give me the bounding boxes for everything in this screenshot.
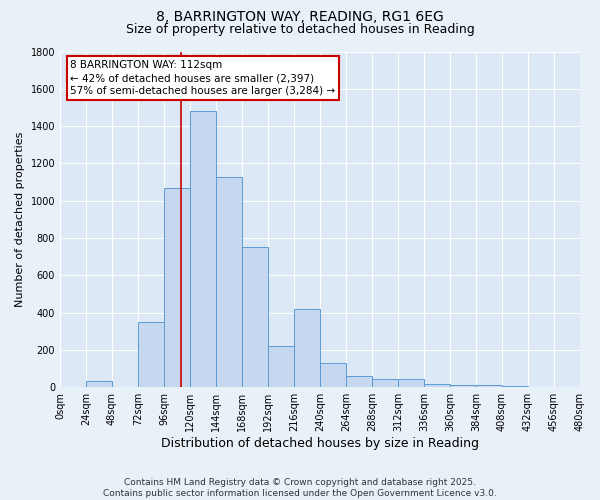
Y-axis label: Number of detached properties: Number of detached properties [15, 132, 25, 307]
Text: 8 BARRINGTON WAY: 112sqm
← 42% of detached houses are smaller (2,397)
57% of sem: 8 BARRINGTON WAY: 112sqm ← 42% of detach… [70, 60, 335, 96]
Bar [424, 384, 450, 388]
Bar [346, 376, 372, 388]
Bar [372, 379, 398, 388]
Text: 8, BARRINGTON WAY, READING, RG1 6EG: 8, BARRINGTON WAY, READING, RG1 6EG [156, 10, 444, 24]
Text: Size of property relative to detached houses in Reading: Size of property relative to detached ho… [125, 22, 475, 36]
Bar [502, 386, 528, 388]
Bar [86, 381, 112, 388]
Bar [294, 309, 320, 388]
Bar [268, 346, 294, 388]
Text: Contains HM Land Registry data © Crown copyright and database right 2025.
Contai: Contains HM Land Registry data © Crown c… [103, 478, 497, 498]
Bar [242, 248, 268, 388]
Bar [138, 322, 164, 388]
Bar [112, 387, 138, 388]
X-axis label: Distribution of detached houses by size in Reading: Distribution of detached houses by size … [161, 437, 479, 450]
Bar [320, 363, 346, 388]
Bar [190, 111, 216, 388]
Bar [528, 387, 554, 388]
Bar [476, 386, 502, 388]
Bar [164, 188, 190, 388]
Bar [450, 384, 476, 388]
Bar [216, 176, 242, 388]
Bar [398, 379, 424, 388]
